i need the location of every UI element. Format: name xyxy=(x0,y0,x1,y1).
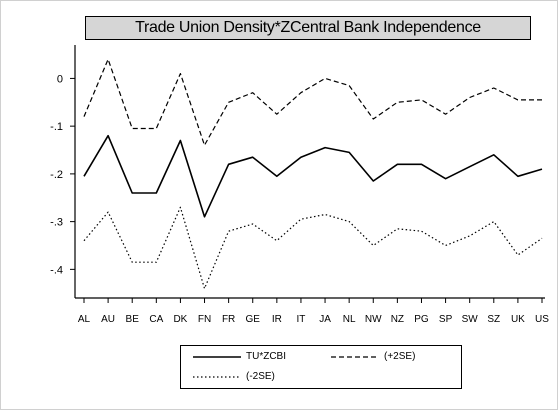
x-tick-label: SW xyxy=(462,314,479,325)
x-tick-label: UK xyxy=(511,314,525,325)
x-tick-label: FR xyxy=(222,314,235,325)
x-tick-label: GE xyxy=(246,314,261,325)
series-line-1 xyxy=(83,58,542,146)
x-tick-label: NL xyxy=(343,314,356,325)
x-tick-label: AL xyxy=(78,314,91,325)
legend-item-minus-2se: (-2SE) xyxy=(193,371,275,382)
tick-labels: 0 -.1 -.2 -.3 -.4 AL AU BE CA DK FN FR GE IR IT JA NL NW N… xyxy=(50,73,549,325)
x-tick-label: NW xyxy=(365,314,382,325)
y-tick-label: -.1 xyxy=(50,121,63,133)
x-tick-label: SZ xyxy=(487,314,500,325)
legend-label-plus-2se: (+2SE) xyxy=(384,351,416,362)
x-tick-label: IT xyxy=(297,314,306,325)
x-tick-label: IR xyxy=(272,314,282,325)
y-tick-label: 0 xyxy=(57,73,63,85)
x-tick-label: SP xyxy=(439,314,453,325)
series-line-0 xyxy=(83,134,543,218)
axes xyxy=(70,45,545,303)
legend-label-minus-2se: (-2SE) xyxy=(246,371,275,382)
x-tick-label: AU xyxy=(101,314,115,325)
x-tick-label: NZ xyxy=(391,314,404,325)
x-tick-label: US xyxy=(535,314,549,325)
legend-label-tu-zcbi: TU*ZCBI xyxy=(246,351,286,362)
series-line-2 xyxy=(83,206,543,290)
x-tick-label: CA xyxy=(149,314,163,325)
x-tick-label: BE xyxy=(126,314,140,325)
legend-dashed-line-icon xyxy=(331,355,379,358)
series-layer xyxy=(83,58,543,290)
x-tick-label: JA xyxy=(319,314,331,325)
legend-dotted-line-icon xyxy=(193,375,241,378)
x-tick-label: FN xyxy=(198,314,211,325)
chart-title: Trade Union Density*ZCentral Bank Indepe… xyxy=(85,16,531,40)
legend: TU*ZCBI (+2SE) (-2SE) xyxy=(180,345,462,389)
legend-solid-line-icon xyxy=(193,355,241,358)
x-tick-label: PG xyxy=(414,314,429,325)
y-tick-label: -.4 xyxy=(50,264,63,276)
legend-item-plus-2se: (+2SE) xyxy=(331,351,415,362)
y-tick-label: -.2 xyxy=(50,169,63,181)
legend-item-tu-zcbi: TU*ZCBI xyxy=(193,351,286,362)
x-tick-label: DK xyxy=(173,314,187,325)
y-tick-label: -.3 xyxy=(50,217,63,229)
